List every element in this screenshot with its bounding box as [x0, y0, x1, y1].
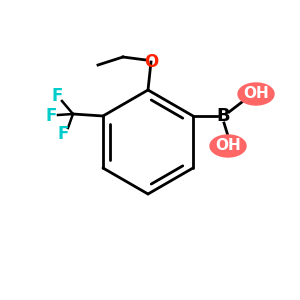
Ellipse shape: [238, 83, 274, 105]
Text: F: F: [57, 125, 69, 143]
Text: F: F: [51, 87, 63, 105]
Text: F: F: [45, 107, 57, 125]
Text: O: O: [144, 53, 158, 71]
Text: OH: OH: [215, 139, 241, 154]
Ellipse shape: [210, 135, 246, 157]
Text: OH: OH: [243, 86, 269, 101]
Text: B: B: [216, 107, 230, 125]
